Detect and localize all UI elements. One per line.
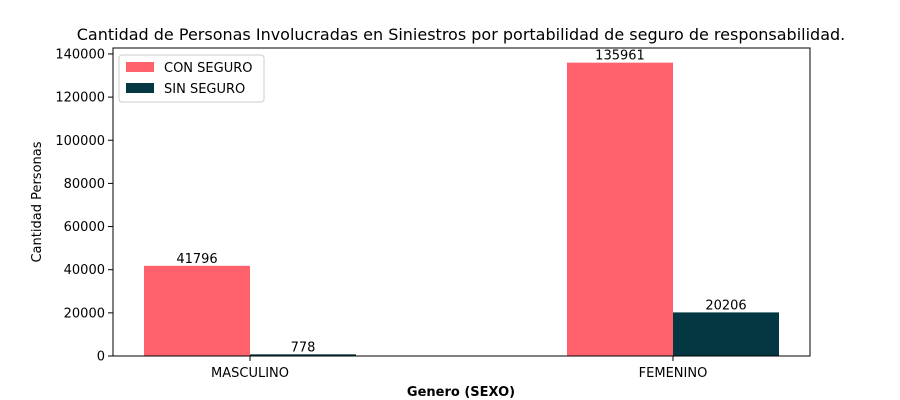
y-tick-label: 100000	[55, 134, 105, 149]
legend-swatch	[126, 62, 154, 72]
y-tick-label: 60000	[64, 220, 105, 235]
x-axis-ticks: MASCULINO FEMENINO	[211, 356, 707, 381]
y-axis-label-group: Cantidad Personas	[30, 141, 45, 262]
y-tick-label: 140000	[55, 47, 105, 62]
bars-group	[144, 62, 779, 356]
bar-sin-seguro-masculino	[250, 354, 356, 356]
bar-value-label: 41796	[176, 252, 217, 267]
y-tick-label: 120000	[55, 91, 105, 106]
legend-label: CON SEGURO	[164, 61, 253, 76]
legend: CON SEGURO SIN SEGURO	[118, 54, 265, 103]
bar-value-label: 778	[291, 340, 316, 355]
bar-con-seguro-femenino	[567, 62, 673, 356]
bar-labels-group: 41796 135961 778 20206	[176, 49, 746, 356]
legend-label: SIN SEGURO	[164, 82, 245, 97]
y-axis-ticks: 0 20000 40000 60000 80000 100000 120000 140000	[55, 47, 113, 365]
x-axis-label: Genero (SEXO)	[407, 385, 515, 400]
y-tick-label: 80000	[64, 177, 105, 192]
y-tick-label: 40000	[64, 263, 105, 278]
y-tick-label: 0	[97, 350, 105, 365]
bar-sin-seguro-femenino	[673, 312, 779, 356]
legend-swatch	[126, 83, 154, 93]
legend-box	[118, 54, 265, 103]
plot-frame	[112, 47, 811, 357]
bar-value-label: 20206	[705, 298, 746, 313]
bar-value-label: 135961	[595, 49, 645, 64]
bar-con-seguro-masculino	[144, 265, 250, 356]
x-tick-label: FEMENINO	[639, 366, 708, 381]
y-axis-label: Cantidad Personas	[30, 141, 45, 262]
y-tick-label: 20000	[64, 306, 105, 321]
chart-title: Cantidad de Personas Involucradas en Sin…	[77, 25, 846, 44]
x-tick-label: MASCULINO	[211, 366, 289, 381]
